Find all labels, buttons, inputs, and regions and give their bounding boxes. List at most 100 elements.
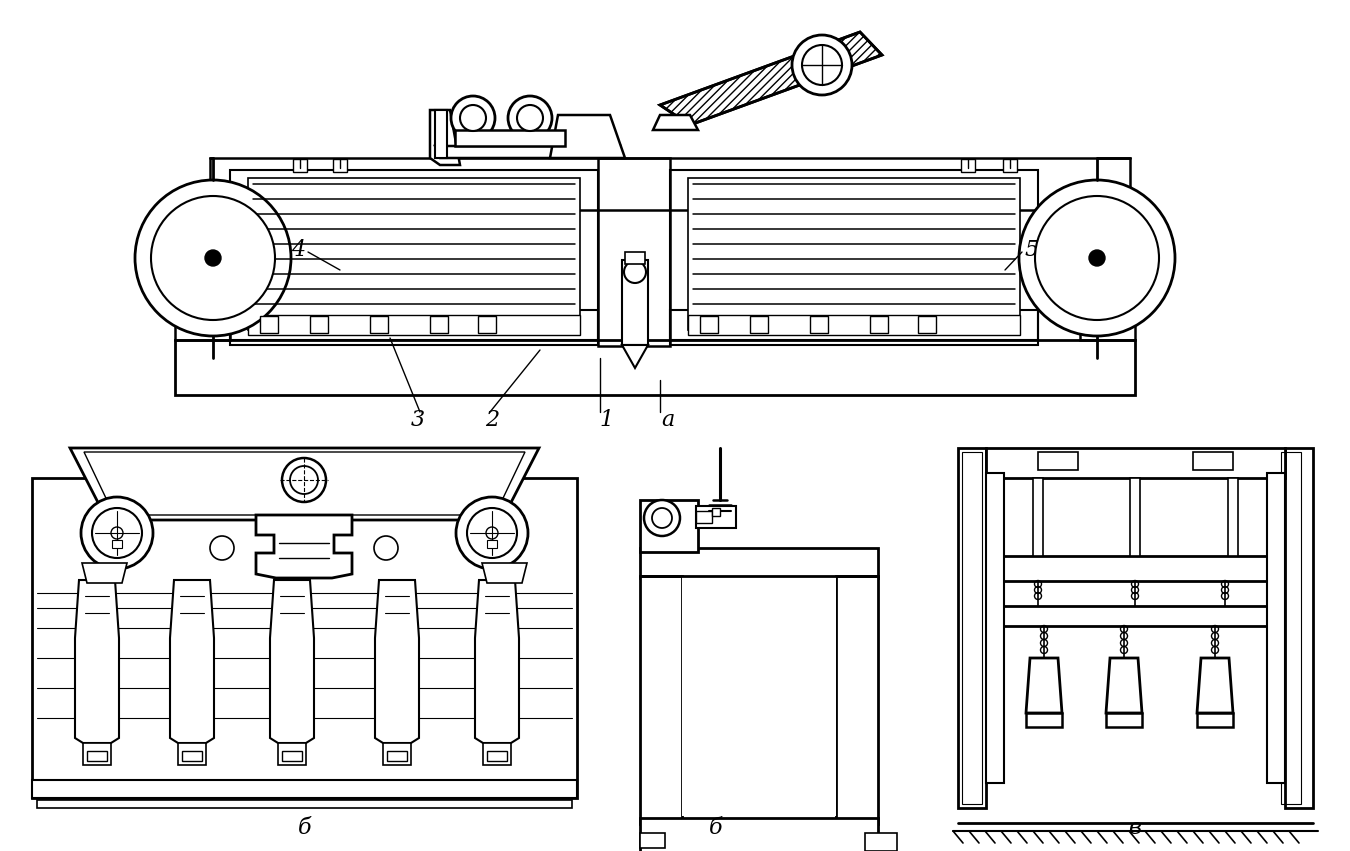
Bar (176, 340, 1135, 395)
Bar (248, 315, 580, 335)
Bar (711, 508, 720, 516)
Circle shape (1035, 196, 1160, 320)
Circle shape (792, 35, 852, 95)
Bar (640, 500, 698, 552)
Bar (293, 159, 306, 172)
Circle shape (517, 105, 543, 131)
Circle shape (456, 497, 528, 569)
Polygon shape (431, 110, 460, 165)
Bar (622, 260, 648, 345)
Text: 2: 2 (485, 409, 500, 431)
Bar (810, 316, 828, 333)
Polygon shape (1197, 658, 1233, 713)
Bar (176, 210, 230, 340)
Bar (986, 448, 1285, 478)
Bar (701, 316, 718, 333)
Bar (431, 316, 448, 333)
Bar (1228, 478, 1238, 556)
Bar (682, 576, 836, 816)
Bar (230, 310, 598, 345)
Polygon shape (82, 563, 127, 583)
Bar (688, 315, 1021, 335)
Bar (176, 210, 230, 340)
Bar (230, 170, 598, 340)
Bar (176, 340, 1135, 395)
Polygon shape (482, 563, 526, 583)
Circle shape (467, 508, 517, 558)
Bar (248, 178, 580, 330)
Bar (670, 170, 1038, 340)
Bar (483, 743, 512, 765)
Polygon shape (653, 115, 698, 130)
Circle shape (460, 105, 486, 131)
Bar (963, 452, 981, 804)
Polygon shape (375, 580, 418, 743)
Circle shape (652, 508, 672, 528)
Bar (869, 316, 888, 333)
Bar (958, 448, 986, 808)
Bar (1106, 713, 1142, 727)
Polygon shape (256, 515, 352, 578)
Bar (1038, 452, 1079, 470)
Text: 5: 5 (1025, 239, 1040, 261)
Bar (1080, 210, 1135, 340)
Circle shape (624, 261, 647, 283)
Bar (478, 316, 495, 333)
Text: в: в (1129, 817, 1142, 839)
Bar (32, 780, 576, 798)
Bar (178, 743, 207, 765)
Bar (625, 252, 645, 264)
Bar (697, 506, 736, 528)
Bar (310, 316, 328, 333)
Text: 1: 1 (599, 409, 614, 431)
Circle shape (135, 180, 292, 336)
Bar (383, 743, 410, 765)
Bar (1033, 478, 1044, 556)
Bar (86, 751, 107, 761)
Bar (688, 178, 1021, 330)
Bar (211, 158, 1130, 210)
Bar (230, 170, 598, 340)
Circle shape (151, 196, 275, 320)
Circle shape (508, 96, 552, 140)
Bar (455, 130, 566, 146)
Bar (1002, 556, 1269, 581)
Bar (670, 170, 1038, 340)
Bar (986, 473, 1004, 783)
Polygon shape (270, 580, 315, 743)
Bar (961, 159, 975, 172)
Bar (278, 743, 306, 765)
Text: а: а (662, 409, 675, 431)
Circle shape (111, 527, 123, 539)
Text: б: б (298, 817, 312, 839)
Bar (697, 511, 711, 523)
Polygon shape (549, 115, 625, 158)
Bar (598, 158, 670, 346)
Bar (598, 158, 670, 346)
Polygon shape (435, 146, 620, 158)
Bar (261, 316, 278, 333)
Bar (182, 751, 202, 761)
Bar (836, 576, 878, 824)
Bar (333, 159, 347, 172)
Bar (1281, 452, 1301, 804)
Bar (387, 751, 406, 761)
Circle shape (92, 508, 142, 558)
Bar (1197, 713, 1233, 727)
Polygon shape (1106, 658, 1142, 713)
Bar (1285, 448, 1314, 808)
Circle shape (802, 45, 842, 85)
Bar (1002, 606, 1269, 626)
Bar (751, 316, 768, 333)
Text: б: б (709, 817, 722, 839)
Circle shape (282, 458, 325, 502)
Bar (282, 751, 302, 761)
Bar (230, 310, 598, 345)
Bar (36, 800, 572, 808)
Polygon shape (70, 448, 539, 520)
Polygon shape (1026, 658, 1062, 713)
Bar (32, 478, 576, 798)
Bar (1003, 159, 1017, 172)
Bar (211, 158, 1130, 210)
Polygon shape (475, 580, 518, 743)
